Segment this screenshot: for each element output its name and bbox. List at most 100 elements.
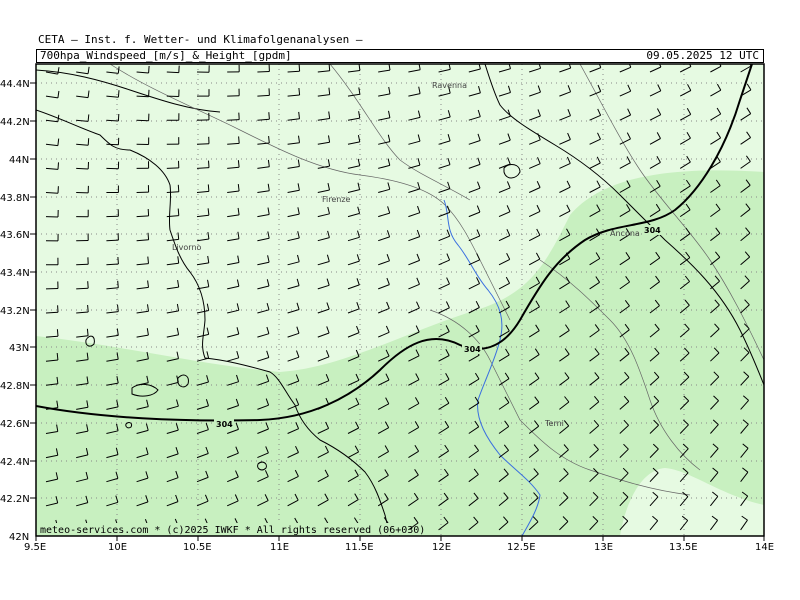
wind-barb-icon [287, 285, 300, 290]
wind-barb-feather [535, 300, 540, 308]
wind-barb-feather [294, 493, 299, 501]
wind-barb-icon [498, 402, 510, 410]
wind-barb-icon [649, 329, 660, 338]
wind-barbs [45, 64, 752, 531]
wind-barb-icon [649, 448, 659, 458]
wind-barb-icon [257, 142, 270, 145]
wind-barb-icon [468, 283, 480, 290]
wind-barb-feather [416, 301, 420, 309]
wind-barb-feather [87, 304, 89, 313]
wind-barb-icon [347, 427, 359, 434]
wind-barb-icon [498, 211, 511, 218]
wind-barb-icon [438, 116, 451, 121]
island-pianosa [125, 422, 132, 429]
wind-barb-feather [413, 492, 419, 500]
wind-barb-feather [656, 180, 661, 187]
wind-barb-feather [654, 323, 660, 330]
wind-barb-feather [503, 516, 509, 523]
wind-barb-feather [415, 373, 420, 380]
wind-barb-feather [208, 160, 210, 168]
wind-barb-feather [684, 323, 690, 330]
wind-barb-icon [136, 95, 149, 98]
wind-barb-icon [498, 92, 511, 97]
wind-barb-feather [57, 114, 60, 122]
wind-barb-feather [296, 302, 300, 310]
wind-barb-icon [45, 478, 58, 483]
wind-barb-feather [57, 162, 59, 170]
wind-barb-icon [347, 332, 360, 338]
wind-barb-feather [447, 110, 451, 118]
wind-barb-feather [146, 375, 149, 383]
wind-barb-feather [56, 352, 59, 361]
wind-barb-icon [710, 185, 721, 193]
wind-barb-icon [710, 113, 721, 121]
wind-barb-feather [719, 64, 722, 67]
wind-barb-icon [377, 498, 389, 507]
wind-barb-feather [387, 134, 391, 142]
wind-barb-feather [295, 422, 300, 429]
source-line: CETA — Inst. f. Wetter- und Klimafolgena… [38, 33, 363, 46]
wind-barb-icon [408, 188, 420, 193]
wind-barb-icon [166, 286, 179, 290]
lat-axis-labels: 44.4N 44.2N 44N 43.8N 43.6N 43.4N 43.2N … [0, 79, 30, 543]
wind-barb-feather [298, 64, 301, 72]
wind-barb-feather [653, 395, 660, 402]
wind-barb-feather [505, 324, 510, 332]
wind-barb-feather [503, 444, 509, 451]
wind-barb-icon [408, 498, 419, 507]
wind-barb-feather [715, 203, 721, 210]
wind-barb-feather [714, 323, 720, 330]
wind-barb-icon [317, 427, 329, 434]
wind-barb-feather [355, 349, 360, 357]
wind-barb-icon [408, 331, 420, 338]
wind-barb-icon [408, 140, 421, 145]
wind-barb-icon [287, 380, 299, 386]
wind-barb-feather [652, 467, 659, 474]
wind-barb-icon [196, 453, 209, 459]
wind-barb-feather [175, 470, 179, 478]
wind-barb-icon [649, 257, 661, 266]
wind-barb-icon [498, 115, 511, 121]
wind-barb-icon [227, 142, 240, 145]
wind-barb-feather [653, 371, 660, 378]
lat-label: 43.8N [0, 193, 30, 204]
wind-barb-feather [237, 160, 240, 168]
wind-barb-feather [595, 252, 601, 259]
wind-barb-feather [325, 397, 330, 405]
wind-barb-feather [56, 400, 59, 408]
wind-barb-icon [257, 380, 269, 386]
wind-barb-icon [559, 186, 571, 193]
wind-barb-feather [742, 395, 749, 401]
wind-barb-icon [559, 425, 570, 434]
wind-barb-feather [715, 251, 721, 258]
lon-label: 12.5E [507, 542, 536, 553]
wind-barb-feather [506, 181, 511, 189]
wind-barb-icon [740, 495, 749, 507]
wind-barb-feather [713, 347, 720, 354]
wind-barb-feather [535, 252, 541, 260]
wind-barb-icon [710, 472, 719, 483]
wind-barb-feather [687, 84, 692, 91]
wind-barb-icon [196, 214, 209, 218]
wind-barb-icon [619, 353, 630, 362]
wind-barb-feather [148, 65, 150, 74]
shading-layer [36, 64, 764, 536]
wind-barb-feather [683, 395, 690, 402]
wind-barb-icon [257, 285, 270, 290]
wind-barb-feather [567, 132, 571, 140]
wind-barb-icon [45, 359, 58, 362]
wind-barb-icon [408, 236, 420, 242]
wind-barb-feather [357, 134, 361, 143]
wind-barb-icon [45, 454, 58, 459]
wind-barb-feather [416, 277, 420, 285]
wind-barb-feather [207, 184, 210, 192]
wind-barb-feather [683, 419, 689, 426]
wind-barb-icon [196, 476, 209, 483]
wind-barb-feather [716, 131, 722, 139]
wind-barb-icon [438, 140, 451, 145]
wind-barb-feather [566, 156, 571, 164]
wind-barb-icon [529, 163, 541, 169]
wind-barb-icon [136, 453, 149, 459]
wind-barb-feather [86, 376, 89, 384]
wind-barb-icon [438, 307, 450, 314]
